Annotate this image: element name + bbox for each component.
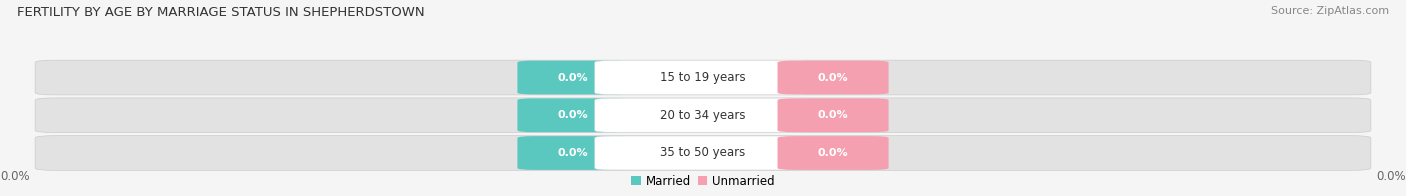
- Text: 0.0%: 0.0%: [558, 110, 588, 120]
- Text: 0.0%: 0.0%: [0, 170, 30, 183]
- FancyBboxPatch shape: [595, 61, 811, 94]
- FancyBboxPatch shape: [35, 136, 1371, 170]
- FancyBboxPatch shape: [35, 98, 1371, 133]
- Text: 0.0%: 0.0%: [818, 148, 848, 158]
- Text: 0.0%: 0.0%: [818, 110, 848, 120]
- Text: 0.0%: 0.0%: [558, 73, 588, 83]
- Text: 0.0%: 0.0%: [558, 148, 588, 158]
- FancyBboxPatch shape: [778, 98, 889, 132]
- Text: 15 to 19 years: 15 to 19 years: [661, 71, 745, 84]
- FancyBboxPatch shape: [35, 60, 1371, 95]
- FancyBboxPatch shape: [778, 61, 889, 94]
- FancyBboxPatch shape: [517, 98, 628, 132]
- FancyBboxPatch shape: [517, 61, 628, 94]
- FancyBboxPatch shape: [595, 136, 811, 170]
- Text: Source: ZipAtlas.com: Source: ZipAtlas.com: [1271, 6, 1389, 16]
- FancyBboxPatch shape: [517, 136, 628, 170]
- Text: 20 to 34 years: 20 to 34 years: [661, 109, 745, 122]
- FancyBboxPatch shape: [778, 136, 889, 170]
- FancyBboxPatch shape: [595, 98, 811, 132]
- Text: FERTILITY BY AGE BY MARRIAGE STATUS IN SHEPHERDSTOWN: FERTILITY BY AGE BY MARRIAGE STATUS IN S…: [17, 6, 425, 19]
- Legend: Married, Unmarried: Married, Unmarried: [627, 170, 779, 192]
- Text: 35 to 50 years: 35 to 50 years: [661, 146, 745, 160]
- Text: 0.0%: 0.0%: [818, 73, 848, 83]
- Text: 0.0%: 0.0%: [1376, 170, 1406, 183]
